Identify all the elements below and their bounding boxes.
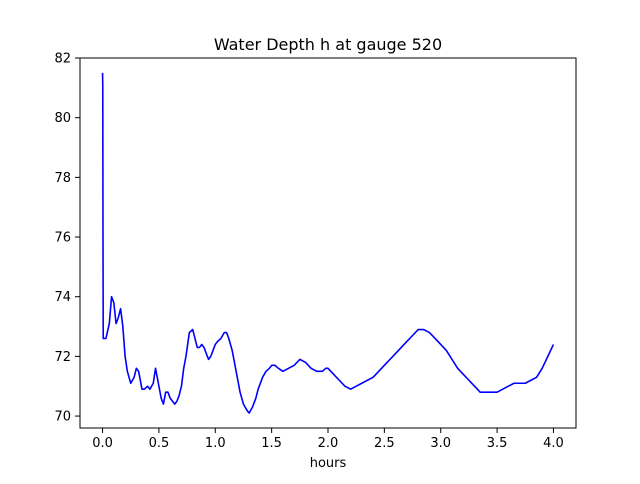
y-tick-label: 72: [54, 350, 71, 365]
y-tick-label: 80: [54, 111, 71, 126]
x-tick-label: 0.5: [149, 436, 170, 451]
x-tick-label: 1.0: [205, 436, 226, 451]
x-tick-label: 3.0: [430, 436, 451, 451]
y-tick-label: 74: [54, 290, 71, 305]
plot-frame: [79, 57, 577, 429]
x-tick-label: 0.0: [92, 436, 113, 451]
x-tick-label: 1.5: [261, 436, 282, 451]
y-tick-label: 76: [54, 231, 71, 246]
y-tick-label: 82: [54, 52, 71, 67]
series-line-water-depth: [101, 72, 555, 414]
chart-title: Water Depth h at gauge 520: [214, 35, 442, 54]
y-axis: 70 72 74 76 78 80 82: [54, 52, 80, 425]
x-tick-label: 4.0: [543, 436, 564, 451]
x-tick-label: 2.5: [374, 436, 395, 451]
x-axis-label: hours: [310, 456, 347, 471]
y-tick-label: 78: [54, 171, 71, 186]
x-tick-label: 2.0: [318, 436, 339, 451]
y-tick-label: 70: [54, 410, 71, 425]
x-axis: 0.0 0.5 1.0 1.5 2.0 2.5 3.0 3.5 4.0: [92, 428, 564, 451]
x-tick-label: 3.5: [487, 436, 508, 451]
